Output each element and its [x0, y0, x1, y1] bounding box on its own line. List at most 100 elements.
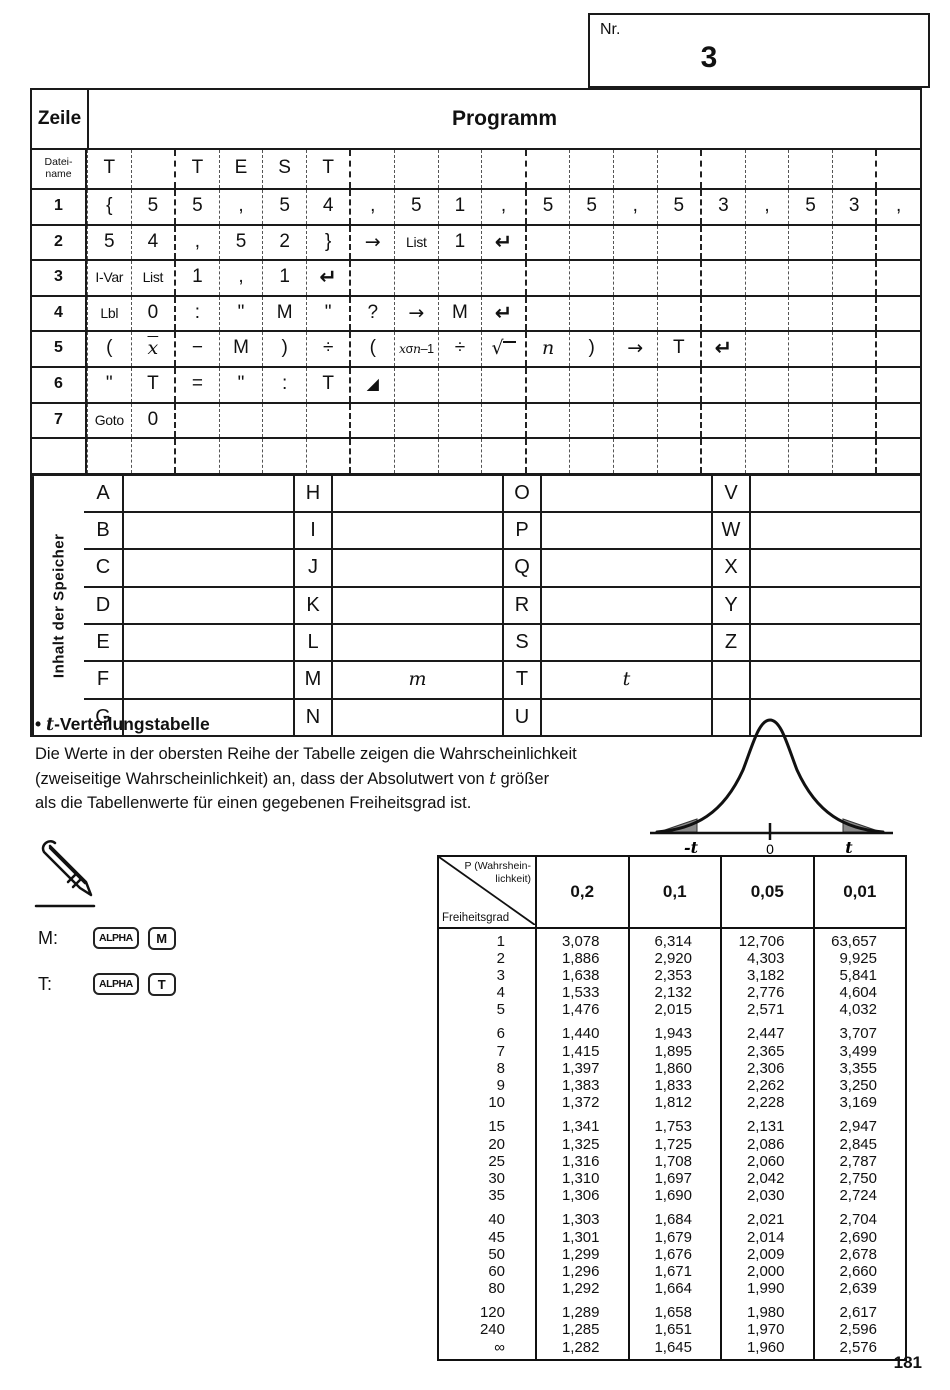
- program-cell: [305, 439, 350, 473]
- program-cell: [744, 367, 789, 402]
- program-cell: [569, 367, 613, 402]
- table-cell: 1,679: [654, 1228, 692, 1246]
- program-cell: [831, 332, 876, 366]
- program-cell: [524, 367, 570, 402]
- program-cell: [700, 403, 745, 438]
- memory-value: [751, 625, 920, 660]
- program-cell: [744, 439, 789, 473]
- table-cell: 1,886: [561, 949, 600, 967]
- bullet: •: [35, 714, 42, 734]
- zeile-header: Zeile: [32, 90, 89, 148]
- table-cell: 1,753: [654, 1118, 692, 1136]
- program-cell: [744, 332, 789, 366]
- table-cell: 2,353: [654, 966, 692, 984]
- program-cell: [569, 439, 613, 473]
- program-cell: [481, 403, 525, 438]
- program-cell: [394, 367, 438, 402]
- program-cell: ": [218, 367, 263, 402]
- program-cell: ↵: [700, 332, 745, 366]
- table-cell: 1,306: [561, 1187, 600, 1205]
- table-cell: 2,042: [746, 1169, 785, 1187]
- program-cell: 5: [218, 225, 263, 260]
- df-cell: 5: [496, 1001, 505, 1019]
- program-cell: T: [305, 150, 350, 188]
- df-column: 1 2 3 4 5 6 7 8 9 10 15 20 25 30 35 40 45 50 60 80 120 240 ∞: [439, 929, 535, 1359]
- table-cell: 1,651: [654, 1321, 692, 1339]
- t-table-description: Die Werte in der obersten Reihe der Tabe…: [35, 742, 665, 816]
- memory-letter: A: [84, 475, 124, 512]
- program-cell: [481, 367, 525, 402]
- alpha-key: ALPHA: [93, 973, 139, 995]
- t-table-title: • t-Verteilungstabelle: [35, 714, 210, 735]
- program-cell: ): [569, 332, 613, 366]
- df-cell: 1: [496, 932, 505, 950]
- program-cell: [831, 225, 876, 260]
- description-line: (zweiseitige Wahrscheinlichkeit) an, das…: [35, 768, 550, 788]
- table-cell: 1,341: [561, 1118, 600, 1136]
- program-cell: [349, 403, 394, 438]
- table-cell: 3,355: [839, 1059, 877, 1077]
- program-cell: [612, 225, 657, 260]
- program-cell: [656, 296, 701, 331]
- table-cell: 1,812: [654, 1094, 692, 1112]
- program-cell: [831, 367, 876, 402]
- dateiname-label: Datei- name: [32, 150, 87, 188]
- table-cell: 1,301: [561, 1228, 600, 1246]
- program-cell: [437, 367, 482, 402]
- table-cell: 2,704: [839, 1211, 877, 1229]
- df-cell: ∞: [494, 1338, 505, 1356]
- table-cell: 2,021: [746, 1211, 785, 1229]
- value-column: 12,706 4,303 3,182 2,776 2,571 2,447 2,365 2,30…: [720, 929, 813, 1360]
- memory-value: [124, 476, 293, 511]
- table-cell: 2,690: [839, 1228, 877, 1246]
- program-cell: ↵: [481, 225, 525, 260]
- program-cell: T: [174, 150, 219, 188]
- memory-letter: I: [293, 513, 333, 549]
- program-cell: xσn–1: [394, 332, 438, 366]
- memory-letter: F: [84, 662, 124, 698]
- program-cell: [481, 261, 525, 295]
- value-column: 6,314 2,920 2,353 2,132 2,015 1,943 1,895 1,860…: [627, 929, 721, 1360]
- program-cell: [875, 439, 920, 473]
- table-cell: 2,262: [746, 1077, 785, 1094]
- program-cell: }: [305, 225, 350, 260]
- table-cell: 1,397: [561, 1059, 600, 1077]
- memory-letter: R: [502, 587, 542, 623]
- program-cell: →: [612, 332, 657, 366]
- program-cell: List: [130, 261, 175, 295]
- table-cell: 3,499: [839, 1042, 877, 1060]
- program-cell: [831, 439, 876, 473]
- memory-value: [542, 588, 711, 623]
- program-cell: [437, 403, 482, 438]
- memory-letter: S: [502, 624, 542, 661]
- program-cell: [612, 296, 657, 331]
- memory-value: [542, 625, 711, 660]
- program-cell: [788, 296, 832, 331]
- df-cell: 9: [496, 1077, 505, 1094]
- program-cell: 3: [700, 190, 745, 224]
- program-cell: ,: [481, 190, 525, 224]
- column-header: 0,2: [535, 857, 628, 927]
- program-cell: ÷: [305, 332, 350, 366]
- memory-value: [333, 513, 502, 548]
- program-cell: [394, 150, 438, 188]
- program-cell: (: [87, 332, 131, 366]
- program-cell: [437, 439, 482, 473]
- program-cell: [788, 150, 832, 188]
- program-cell: 5: [656, 190, 701, 224]
- table-cell: 1,415: [561, 1042, 600, 1060]
- program-cell: [87, 439, 131, 473]
- memory-key-assignment-m: M: ALPHA M: [38, 924, 185, 952]
- program-cell: −: [174, 332, 219, 366]
- diagonal-line: [439, 857, 535, 925]
- program-cell: [437, 261, 482, 295]
- program-cell: ,: [174, 225, 219, 260]
- memory-value: [751, 476, 920, 511]
- program-cell: [656, 225, 701, 260]
- program-cell: [831, 150, 876, 188]
- memory-value: [333, 700, 502, 735]
- program-cell: [524, 403, 570, 438]
- table-cell: 4,604: [839, 984, 877, 1002]
